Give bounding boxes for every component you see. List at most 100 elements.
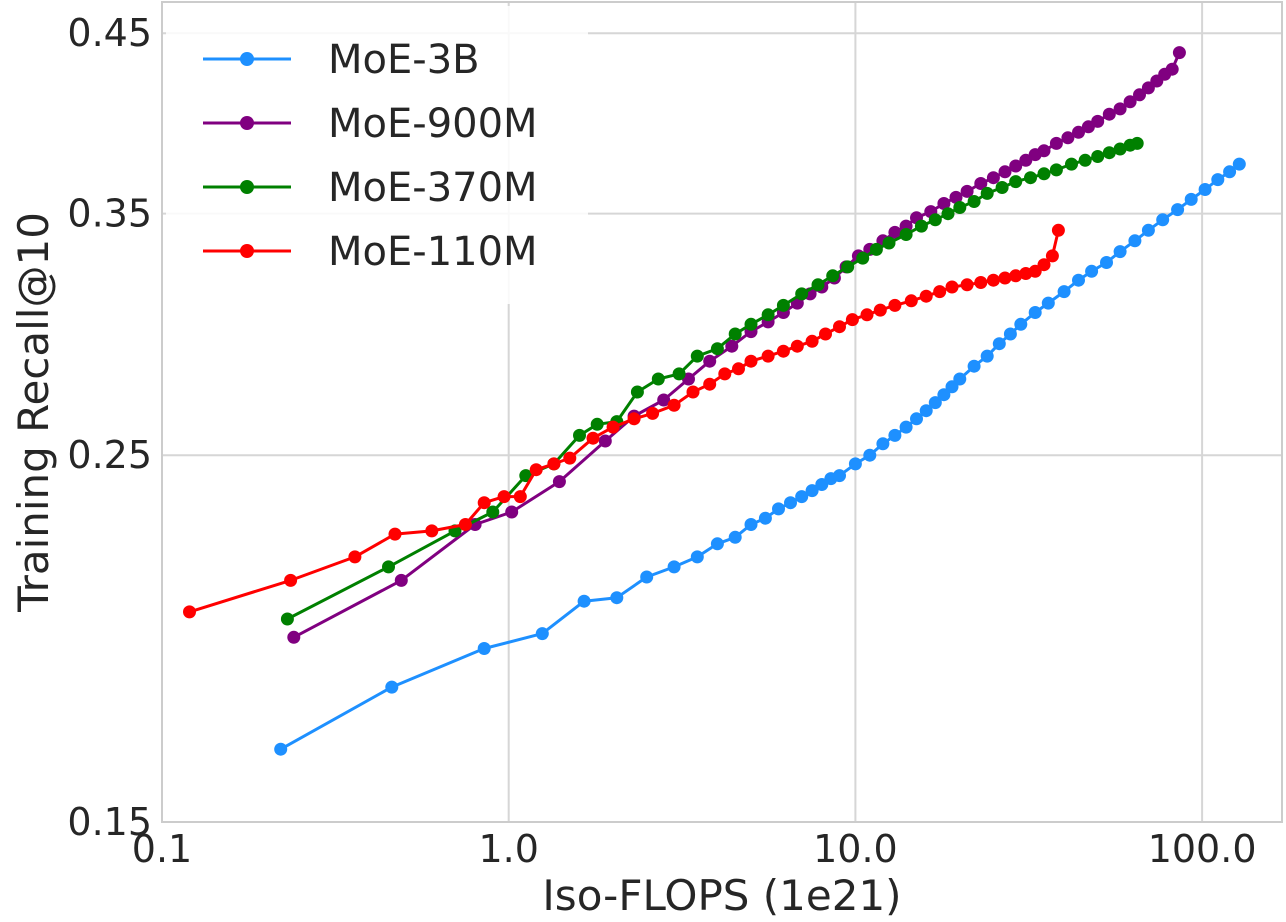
data-point <box>710 342 724 356</box>
legend-marker-swatch <box>240 244 254 258</box>
data-point <box>385 680 399 694</box>
data-point <box>992 337 1006 351</box>
data-point <box>703 354 717 368</box>
data-point <box>348 550 362 564</box>
data-point <box>960 184 974 198</box>
data-point <box>784 496 797 510</box>
data-point <box>819 327 832 341</box>
data-point <box>598 434 612 448</box>
data-point <box>1057 285 1071 299</box>
data-point <box>1049 163 1063 177</box>
series-moe-110m <box>183 223 1065 619</box>
data-point <box>1091 150 1105 163</box>
data-point <box>974 177 988 190</box>
data-point <box>1165 62 1179 76</box>
data-point <box>577 594 591 608</box>
data-point <box>388 527 402 541</box>
y-tick-label: 0.35 <box>67 192 152 236</box>
data-point <box>937 388 951 402</box>
data-point <box>640 570 654 584</box>
data-point <box>458 518 472 531</box>
data-point <box>795 490 809 504</box>
data-point <box>1037 258 1051 272</box>
legend-marker-swatch <box>240 116 254 130</box>
data-point <box>974 276 988 289</box>
data-point <box>732 362 745 376</box>
data-point <box>274 742 288 756</box>
data-point <box>497 490 511 504</box>
data-point <box>725 339 739 353</box>
data-point <box>672 367 686 381</box>
data-point <box>1113 102 1127 116</box>
data-point <box>805 334 819 348</box>
legend-item: MoE-3B <box>203 37 480 83</box>
data-point <box>967 195 981 208</box>
data-point <box>1223 165 1237 179</box>
data-point <box>610 591 624 605</box>
data-point <box>899 420 913 434</box>
data-point <box>382 560 395 574</box>
y-tick-label: 0.25 <box>67 433 152 477</box>
data-point <box>646 406 660 420</box>
y-tick-label: 0.15 <box>67 800 152 844</box>
data-point <box>1045 249 1059 263</box>
data-point <box>1003 327 1017 341</box>
data-point <box>914 219 928 233</box>
data-point <box>772 502 785 516</box>
data-point <box>552 475 566 489</box>
data-point <box>425 524 439 538</box>
legend-marker-swatch <box>240 180 254 194</box>
data-point <box>795 287 809 301</box>
data-point <box>690 349 704 363</box>
data-point <box>563 451 577 465</box>
data-point <box>1133 88 1146 102</box>
data-point <box>394 573 408 587</box>
tick-labels: 0.1 1.0 10.0 100.0 0.15 0.25 0.35 0.45 <box>67 11 1256 871</box>
data-point <box>728 327 742 341</box>
data-point <box>573 428 586 442</box>
data-point <box>1141 223 1155 237</box>
data-point <box>1172 46 1186 60</box>
data-point <box>986 273 1000 287</box>
data-point <box>477 496 491 510</box>
data-point <box>1072 273 1085 287</box>
data-point <box>928 396 942 410</box>
data-point <box>1091 114 1105 128</box>
data-point <box>718 367 732 381</box>
data-point <box>888 428 902 442</box>
data-point <box>1128 234 1142 248</box>
data-point <box>486 505 500 519</box>
data-point <box>1232 157 1246 171</box>
data-point <box>873 303 887 317</box>
data-point <box>513 490 527 504</box>
data-point <box>703 377 717 391</box>
data-point <box>790 339 804 353</box>
data-point <box>1037 144 1051 158</box>
data-point <box>657 393 671 407</box>
data-point <box>1019 153 1033 167</box>
data-point <box>863 448 877 462</box>
data-point <box>833 469 846 483</box>
x-tick-label: 1.0 <box>478 827 538 871</box>
data-point <box>761 308 775 322</box>
data-point <box>919 289 933 303</box>
data-point <box>869 242 883 256</box>
data-point <box>953 372 967 386</box>
data-point <box>919 404 933 418</box>
data-point <box>1051 223 1065 237</box>
data-point <box>1102 107 1116 121</box>
data-point <box>690 550 704 564</box>
series-moe-370m <box>280 136 1144 626</box>
series-layer <box>183 46 1246 756</box>
data-point <box>967 359 981 373</box>
data-point <box>547 457 561 471</box>
data-point <box>667 560 681 574</box>
data-point <box>910 412 923 426</box>
data-point <box>1049 136 1063 150</box>
data-point <box>1065 157 1078 171</box>
data-point <box>1078 153 1092 167</box>
data-point <box>1100 256 1113 269</box>
data-point <box>1085 264 1099 278</box>
data-point <box>1123 95 1137 109</box>
data-point <box>941 207 955 221</box>
